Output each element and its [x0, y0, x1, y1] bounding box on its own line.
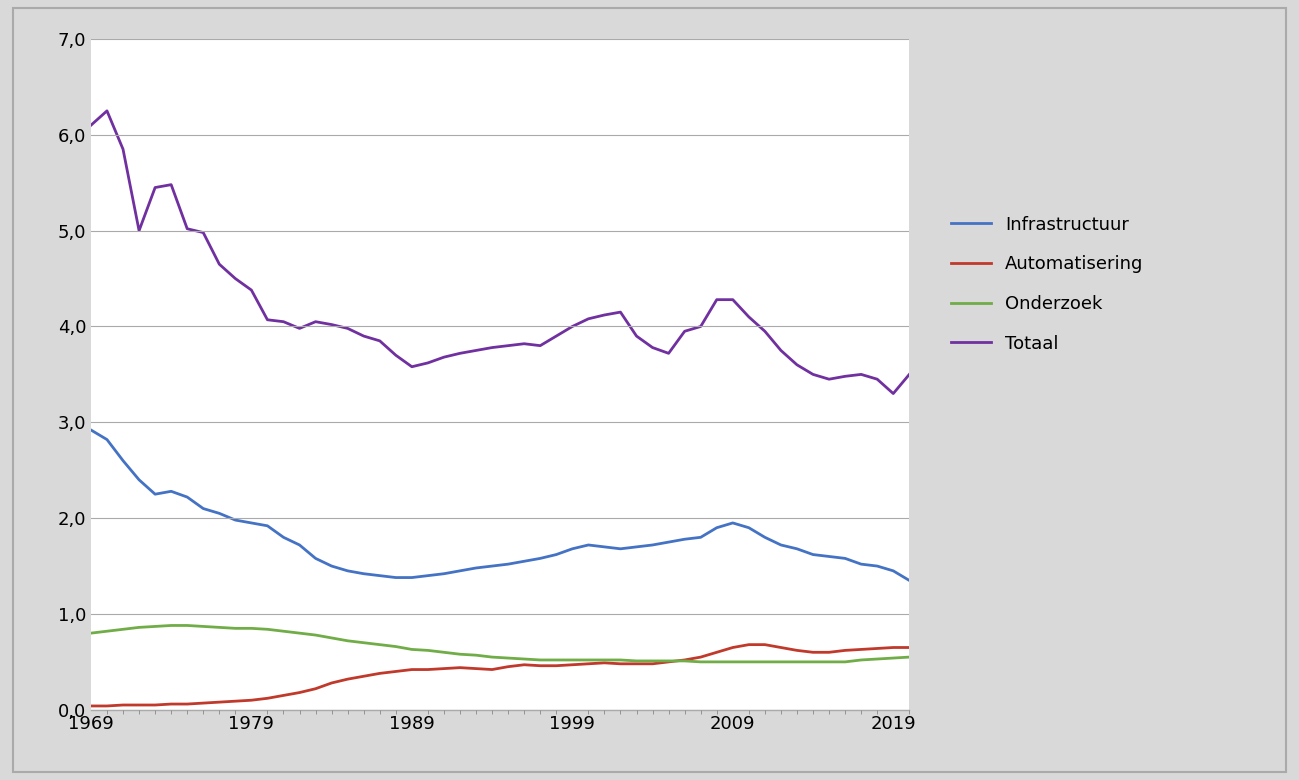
Infrastructuur	[902, 576, 917, 585]
Onderzoek	[902, 652, 917, 661]
Automatisering	[83, 701, 99, 711]
Line: Totaal: Totaal	[91, 111, 909, 394]
Infrastructuur	[838, 554, 853, 563]
Totaal	[388, 350, 404, 360]
Line: Onderzoek: Onderzoek	[91, 626, 909, 662]
Totaal	[533, 341, 548, 350]
Totaal	[886, 389, 902, 399]
Infrastructuur	[581, 541, 596, 550]
Onderzoek	[164, 621, 179, 630]
Totaal	[596, 310, 612, 320]
Onderzoek	[388, 642, 404, 651]
Totaal	[485, 343, 500, 353]
Onderzoek	[533, 655, 548, 665]
Infrastructuur	[83, 425, 99, 434]
Legend: Infrastructuur, Automatisering, Onderzoek, Totaal: Infrastructuur, Automatisering, Onderzoe…	[951, 216, 1143, 353]
Totaal	[629, 332, 644, 341]
Totaal	[164, 180, 179, 190]
Infrastructuur	[372, 571, 387, 580]
Automatisering	[372, 668, 387, 678]
Onderzoek	[485, 652, 500, 661]
Infrastructuur	[147, 490, 162, 499]
Infrastructuur	[613, 544, 629, 554]
Totaal	[99, 106, 114, 115]
Automatisering	[853, 645, 869, 654]
Totaal	[83, 121, 99, 130]
Automatisering	[147, 700, 162, 710]
Infrastructuur	[468, 563, 483, 573]
Automatisering	[581, 659, 596, 668]
Automatisering	[468, 664, 483, 673]
Onderzoek	[596, 655, 612, 665]
Onderzoek	[83, 629, 99, 638]
Onderzoek	[147, 622, 162, 631]
Line: Infrastructuur: Infrastructuur	[91, 430, 909, 580]
Automatisering	[613, 659, 629, 668]
Automatisering	[902, 643, 917, 652]
Line: Automatisering: Automatisering	[91, 644, 909, 706]
Totaal	[902, 370, 917, 379]
Automatisering	[740, 640, 756, 649]
Onderzoek	[629, 656, 644, 665]
Onderzoek	[692, 658, 708, 667]
